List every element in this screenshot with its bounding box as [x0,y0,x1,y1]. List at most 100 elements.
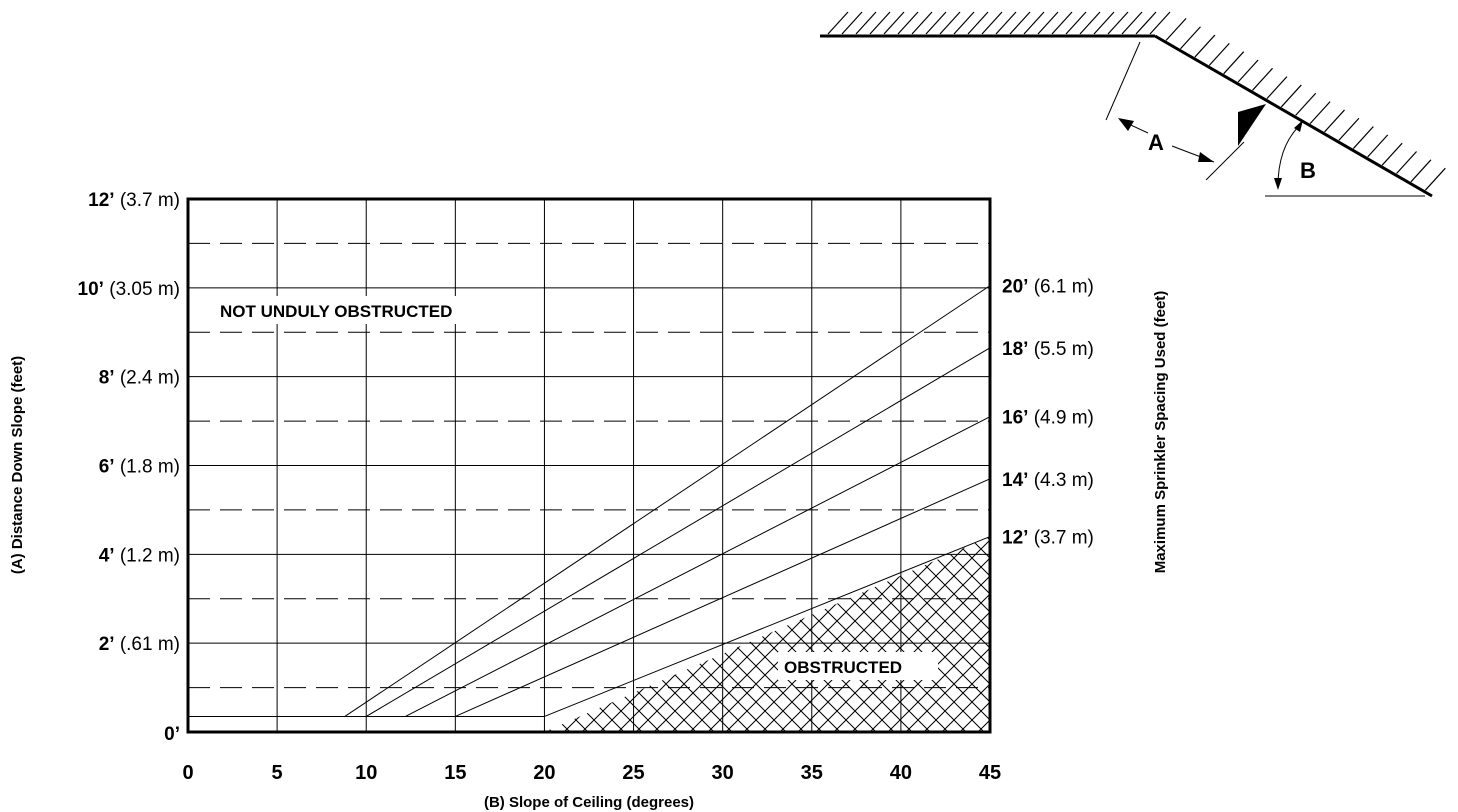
unobstructed-label: NOT UNDULY OBSTRUCTED [220,302,452,321]
y-tick-label-main: 10’ [78,279,104,300]
hatch-mark [967,11,989,35]
sprinkler-icon [1238,104,1266,146]
hatch-mark [1367,134,1389,158]
arrowhead-a-left [1118,118,1134,131]
arrowhead-a-right [1198,152,1214,162]
y-tick-label-sub: (1.8 m) [115,457,180,478]
unobstructed-label-bg [214,296,520,324]
hatch-mark [1107,11,1129,35]
hatch-mark [939,11,961,35]
obstructed-region [544,536,990,732]
x-tick-label: 30 [712,762,734,784]
hatch-mark [1093,11,1115,35]
hatch-mark [1410,159,1432,183]
series-lines [344,285,991,717]
y-tick-label-main: 12’ [88,190,114,211]
series-label-main: 18’ [1002,339,1028,360]
series-label-sub: (3.7 m) [1028,528,1093,549]
diagram-label-a: A [1148,130,1164,155]
series-label: 14’ (4.3 m) [1002,470,1094,491]
hatch-mark [911,11,933,35]
series-line [365,347,991,717]
hatch-mark [1079,11,1101,35]
hatch-mark [1223,51,1245,75]
y-tick-label: 12’ (3.7 m) [88,190,180,211]
y2-axis-label: Maximum Sprinkler Spacing Used (feet) [1152,291,1169,574]
hatch-mark [1424,167,1446,191]
hatch-mark [1309,101,1331,125]
y-tick-label-sub: (3.05 m) [104,279,180,300]
hatch-mark [1037,11,1059,35]
hatch-mark [841,11,863,35]
x-axis-tick-labels: 0 5 10 15 20 25 30 35 40 45 [182,762,1001,784]
series-label: 20’ (6.1 m) [1002,277,1094,298]
hatch-mark [1165,17,1187,41]
plot-area: NOT UNDULY OBSTRUCTED OBSTRUCTED [186,197,992,734]
series-label-sub: (6.1 m) [1028,277,1093,298]
hatch-mark [897,11,919,35]
angle-arrow-bottom [1274,178,1282,190]
y-tick-label-sub: (2.4 m) [115,368,180,389]
dimension-extension-bottom [1205,141,1245,181]
series-label-sub: (4.3 m) [1028,470,1093,491]
hatch-mark [1352,126,1374,149]
series-label-main: 16’ [1002,408,1028,429]
hatch-mark [981,11,1003,35]
ceiling-slope-diagram: A B [820,11,1446,198]
series-label-main: 14’ [1002,470,1028,491]
series-label-sub: (5.5 m) [1028,339,1093,360]
x-tick-label: 40 [890,762,912,784]
series-label: 12’ (3.7 m) [1002,528,1094,549]
hatch-mark [1381,142,1403,166]
hatch-mark [1065,11,1087,35]
x-tick-label: 15 [444,762,466,784]
x-tick-label: 25 [622,762,644,784]
ceiling-slope-line [1154,34,1433,198]
hatch-mark [1180,26,1201,50]
diagram-label-b: B [1300,158,1316,183]
dimension-extension-top [1105,41,1141,121]
y-tick-label: 6’ (1.8 m) [99,457,180,478]
obstructed-label: OBSTRUCTED [784,658,902,677]
y-tick-label-sub: (1.2 m) [115,545,180,566]
hatch-mark [1023,11,1045,35]
hatch-mark [827,11,849,35]
y-tick-label-sub: (3.7 m) [115,190,180,211]
series-label-main: 12’ [1002,528,1028,549]
hatch-mark [869,11,891,35]
hatch-mark [1266,76,1288,100]
y-tick-label-main: 4’ [99,545,115,566]
series-labels: 20’ (6.1 m) 18’ (5.5 m) 16’ (4.9 m) 14’ (4.… [1002,277,1094,549]
x-tick-label: 5 [272,762,283,784]
x-tick-label: 35 [801,762,823,784]
y-tick-label: 2’ (.61 m) [99,634,180,655]
hatch-mark [1280,84,1302,108]
y-tick-label-sub: (.61 m) [115,634,180,655]
angle-arc [1277,123,1302,187]
hatch-mark [1121,11,1143,35]
series-line [544,536,991,717]
hatch-mark [1396,151,1417,174]
x-tick-label: 45 [979,762,1001,784]
hatch-mark [1208,42,1230,66]
hatch-mark [1194,34,1216,58]
hatch-mark [1295,92,1317,116]
series-line [405,416,991,717]
hatch-mark [1324,109,1345,133]
ceiling-hatch [827,11,1446,191]
hatch-mark [1252,67,1273,91]
series-label: 16’ (4.9 m) [1002,408,1094,429]
hatch-mark [1009,11,1031,35]
y-tick-label-main: 0’ [164,724,180,745]
y-tick-label: 0’ [164,724,180,745]
hatch-mark [1135,11,1157,35]
y-tick-label: 4’ (1.2 m) [99,545,180,566]
y-axis-label: (A) Distance Down Slope (feet) [9,356,26,574]
series-line [344,285,991,717]
x-tick-label: 0 [182,762,193,784]
y-tick-label: 10’ (3.05 m) [78,279,180,300]
y-tick-label-main: 8’ [99,368,115,389]
angle-arrow-top [1294,120,1303,132]
y-axis-tick-labels: 12’ (3.7 m) 10’ (3.05 m) 8’ (2.4 m) 6’ (1.8… [78,190,180,745]
